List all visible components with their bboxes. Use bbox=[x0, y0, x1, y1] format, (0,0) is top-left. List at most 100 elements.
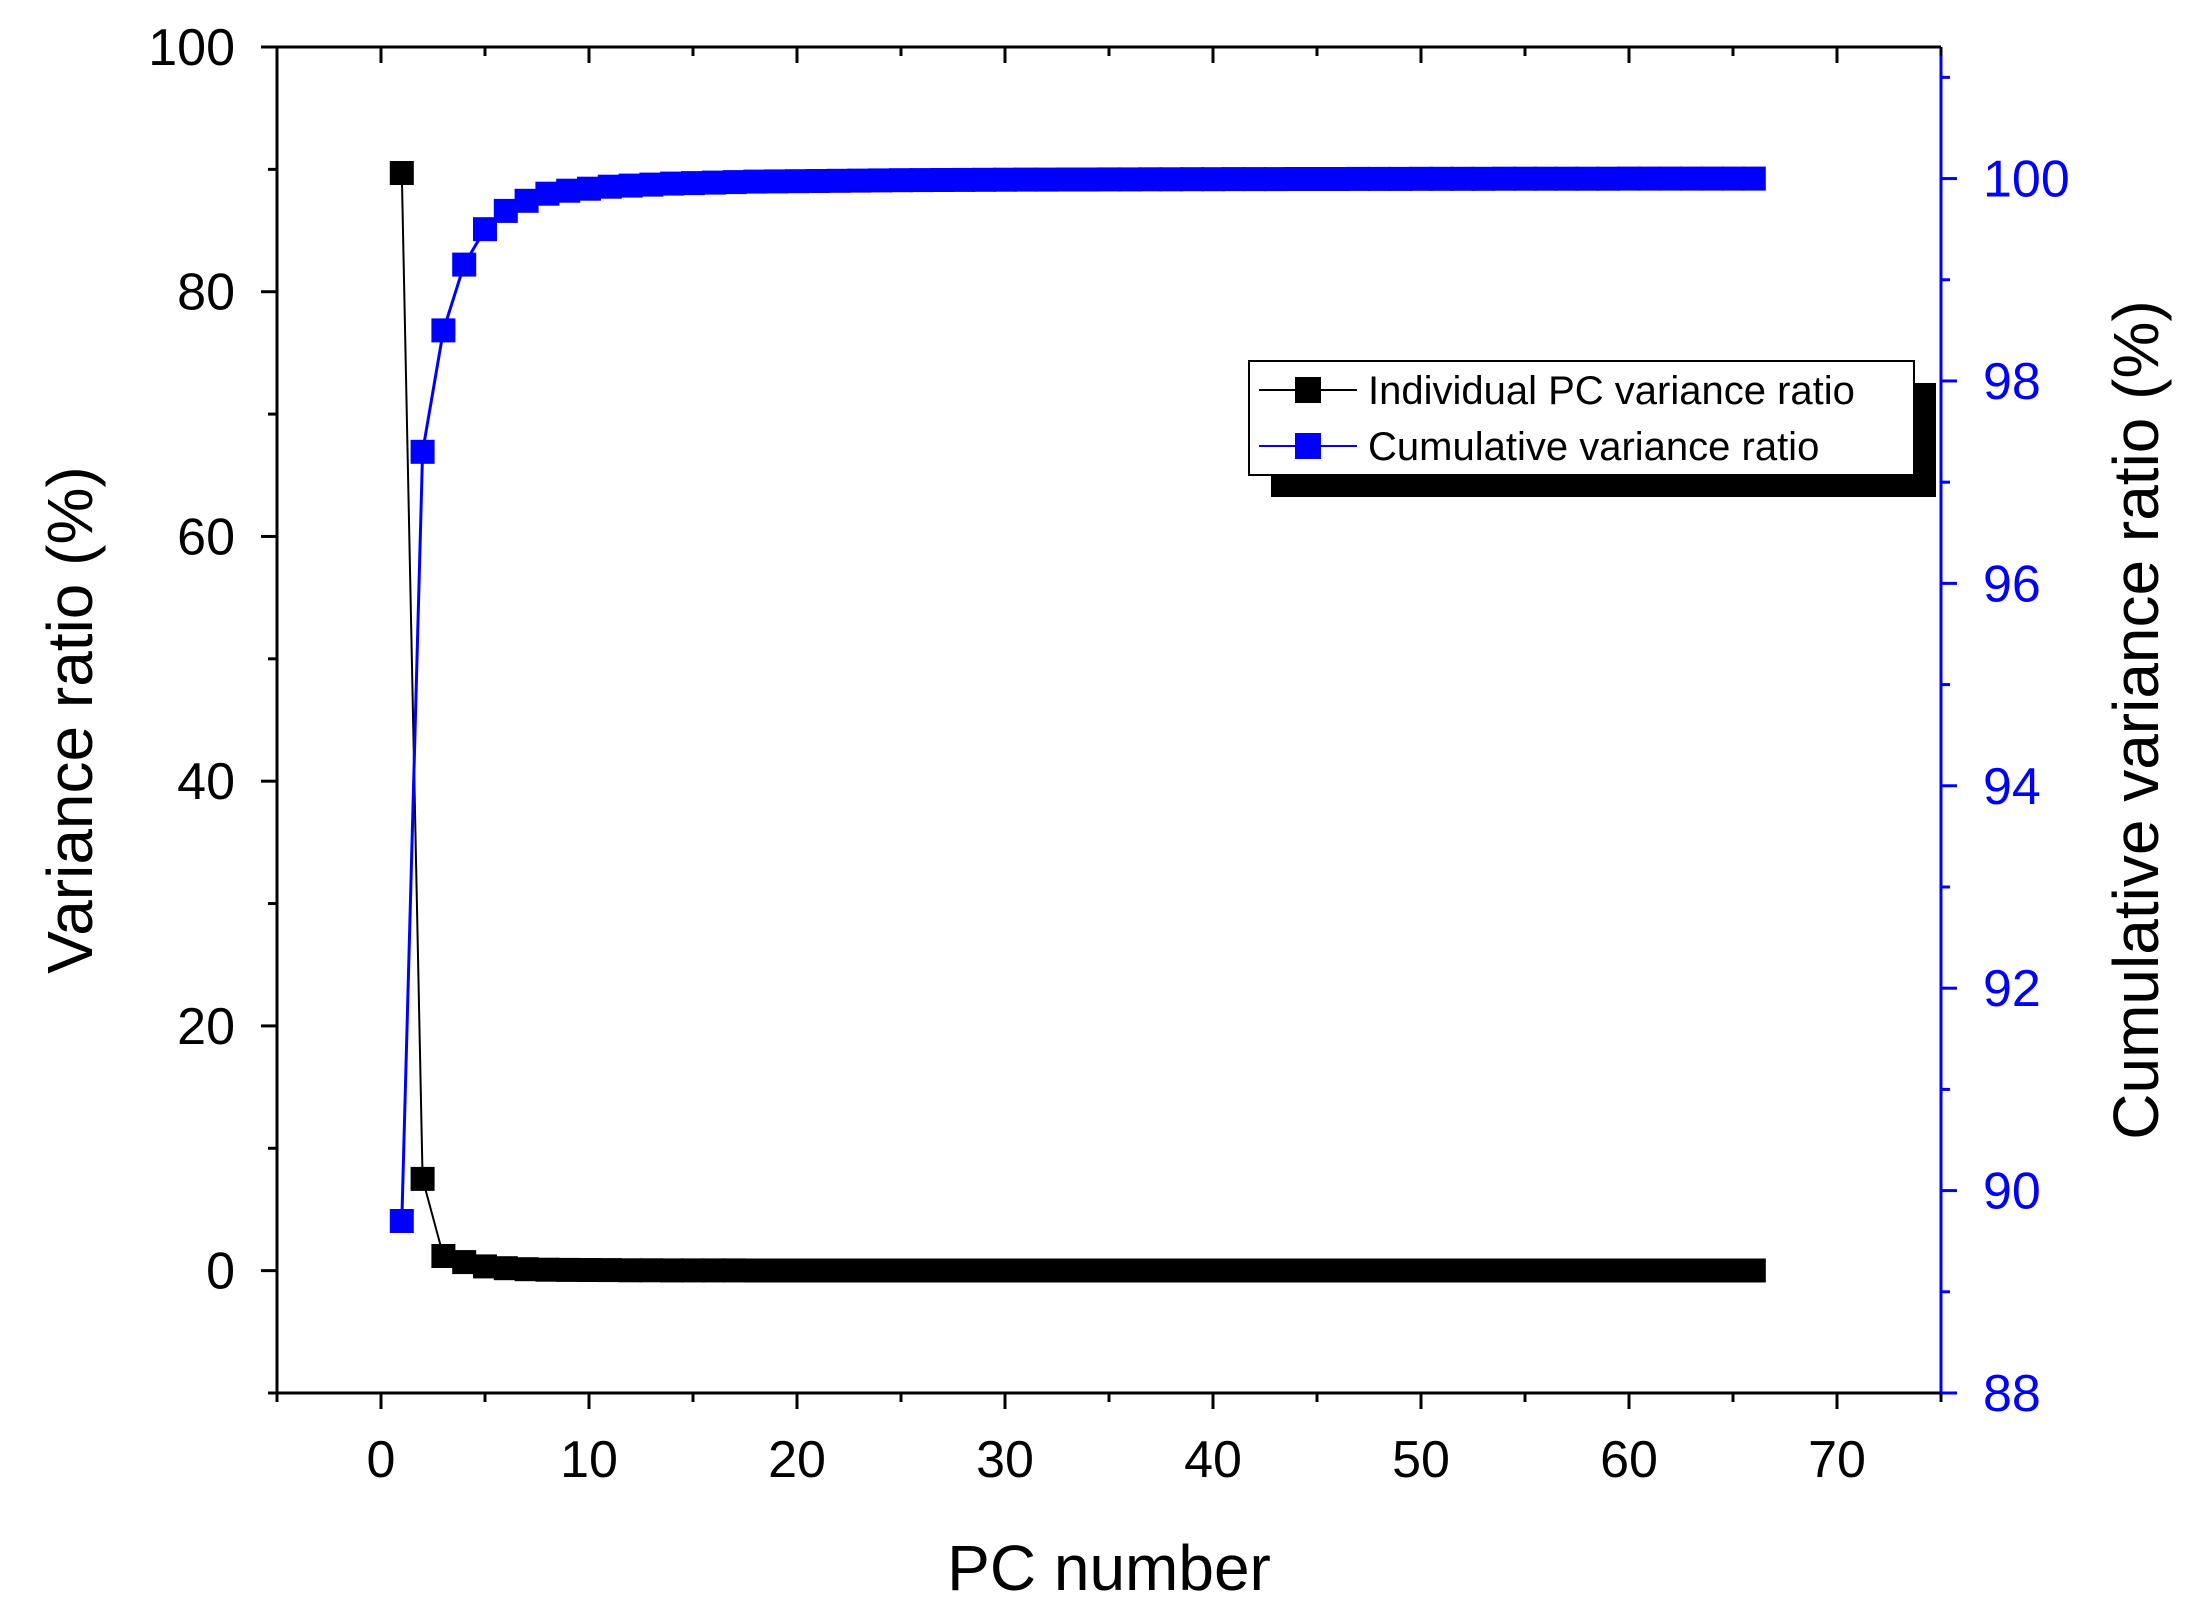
data-point-individual bbox=[1325, 1258, 1350, 1283]
data-point-cumulative bbox=[1471, 166, 1496, 191]
data-point-cumulative bbox=[1679, 166, 1704, 191]
data-point-cumulative bbox=[889, 168, 913, 193]
data-point-individual bbox=[743, 1258, 768, 1283]
data-point-individual bbox=[1305, 1258, 1329, 1283]
data-point-individual bbox=[1637, 1258, 1662, 1283]
data-point-cumulative bbox=[701, 170, 726, 195]
y2-tick-label: 90 bbox=[1983, 1163, 2041, 1221]
x-tick-label: 70 bbox=[1808, 1431, 1866, 1489]
data-point-cumulative bbox=[1513, 166, 1537, 191]
data-point-individual bbox=[1117, 1258, 1142, 1283]
data-point-individual bbox=[1554, 1258, 1579, 1283]
data-point-cumulative bbox=[1741, 166, 1766, 191]
data-point-cumulative bbox=[1138, 167, 1163, 192]
data-point-cumulative bbox=[764, 169, 789, 194]
data-point-individual bbox=[1721, 1258, 1745, 1283]
legend: Individual PC variance ratio Cumulative v… bbox=[1248, 360, 1936, 497]
data-point-individual bbox=[1076, 1258, 1101, 1283]
data-point-cumulative bbox=[1159, 167, 1184, 192]
data-point-individual bbox=[1700, 1258, 1725, 1283]
legend-label-cumulative: Cumulative variance ratio bbox=[1368, 425, 1819, 469]
data-point-individual bbox=[410, 1166, 435, 1191]
data-point-cumulative bbox=[660, 171, 685, 196]
data-point-individual bbox=[1388, 1258, 1413, 1283]
data-point-individual bbox=[930, 1258, 955, 1283]
data-point-individual bbox=[785, 1258, 809, 1283]
data-point-cumulative bbox=[930, 168, 955, 192]
data-point-cumulative bbox=[1263, 167, 1288, 192]
data-point-individual bbox=[556, 1257, 581, 1282]
x-tick-label: 60 bbox=[1600, 1431, 1658, 1489]
x-tick-label: 30 bbox=[976, 1431, 1034, 1489]
data-point-cumulative bbox=[805, 169, 830, 193]
data-point-individual bbox=[1513, 1258, 1537, 1283]
data-point-cumulative bbox=[826, 168, 851, 193]
y2-tick-label: 96 bbox=[1983, 555, 2041, 613]
data-point-individual bbox=[1367, 1258, 1392, 1283]
y-tick-label: 40 bbox=[177, 753, 235, 811]
data-point-individual bbox=[1055, 1258, 1080, 1283]
data-point-cumulative bbox=[639, 172, 664, 197]
data-point-cumulative bbox=[722, 170, 747, 195]
y-tick-label: 80 bbox=[177, 264, 235, 322]
data-point-cumulative bbox=[1721, 166, 1745, 191]
data-point-individual bbox=[1471, 1258, 1496, 1283]
data-point-individual bbox=[681, 1258, 705, 1283]
y2-tick-label: 100 bbox=[1983, 151, 2070, 209]
y-tick-label: 20 bbox=[177, 998, 235, 1056]
x-axis-title: PC number bbox=[947, 1532, 1271, 1604]
y2-tick-label: 94 bbox=[1983, 758, 2041, 816]
data-point-individual bbox=[1617, 1258, 1641, 1283]
data-point-individual bbox=[701, 1258, 726, 1283]
data-point-cumulative bbox=[909, 168, 934, 193]
data-point-cumulative bbox=[993, 167, 1017, 192]
data-point-individual bbox=[577, 1258, 601, 1282]
data-point-individual bbox=[389, 161, 414, 185]
data-point-cumulative bbox=[1034, 167, 1059, 192]
data-point-individual bbox=[597, 1258, 622, 1283]
data-point-individual bbox=[1575, 1258, 1600, 1283]
data-point-cumulative bbox=[1221, 167, 1246, 192]
data-point-cumulative bbox=[951, 167, 976, 192]
data-point-individual bbox=[764, 1258, 789, 1283]
data-point-individual bbox=[1658, 1258, 1683, 1283]
data-point-individual bbox=[1242, 1258, 1267, 1283]
data-point-individual bbox=[452, 1250, 477, 1275]
data-point-individual bbox=[1263, 1258, 1288, 1283]
data-point-individual bbox=[1159, 1258, 1184, 1283]
series-layer bbox=[389, 161, 1766, 1283]
data-point-cumulative bbox=[1013, 167, 1038, 192]
data-point-individual bbox=[868, 1258, 893, 1283]
data-point-cumulative bbox=[618, 173, 643, 198]
data-point-cumulative bbox=[743, 169, 768, 194]
data-point-individual bbox=[1034, 1258, 1059, 1283]
data-point-individual bbox=[1346, 1258, 1371, 1283]
data-point-individual bbox=[1097, 1258, 1121, 1283]
data-point-individual bbox=[1741, 1258, 1766, 1283]
data-point-cumulative bbox=[681, 171, 705, 196]
data-point-cumulative bbox=[1429, 166, 1454, 191]
data-point-individual bbox=[639, 1258, 664, 1283]
data-point-individual bbox=[1679, 1258, 1704, 1283]
data-point-cumulative bbox=[972, 167, 997, 192]
data-point-cumulative bbox=[1242, 167, 1267, 192]
data-point-cumulative bbox=[1284, 167, 1309, 191]
data-point-cumulative bbox=[1180, 167, 1205, 192]
data-point-individual bbox=[889, 1258, 913, 1283]
y2-tick-label: 88 bbox=[1983, 1365, 2041, 1423]
data-point-individual bbox=[1533, 1258, 1558, 1283]
data-point-individual bbox=[722, 1258, 747, 1283]
legend-marker-cumulative bbox=[1295, 433, 1321, 459]
y2-axis-title: Cumulative variance ratio (%) bbox=[2100, 300, 2172, 1139]
data-point-individual bbox=[1450, 1258, 1475, 1283]
data-point-cumulative bbox=[597, 174, 622, 199]
x-tick-label: 40 bbox=[1184, 1431, 1242, 1489]
y-tick-label: 100 bbox=[148, 19, 235, 77]
data-point-cumulative bbox=[1076, 167, 1101, 192]
data-point-individual bbox=[618, 1258, 643, 1283]
data-point-cumulative bbox=[1097, 167, 1121, 192]
data-point-cumulative bbox=[1055, 167, 1080, 192]
data-point-individual bbox=[951, 1258, 976, 1283]
data-point-cumulative bbox=[1450, 166, 1475, 191]
